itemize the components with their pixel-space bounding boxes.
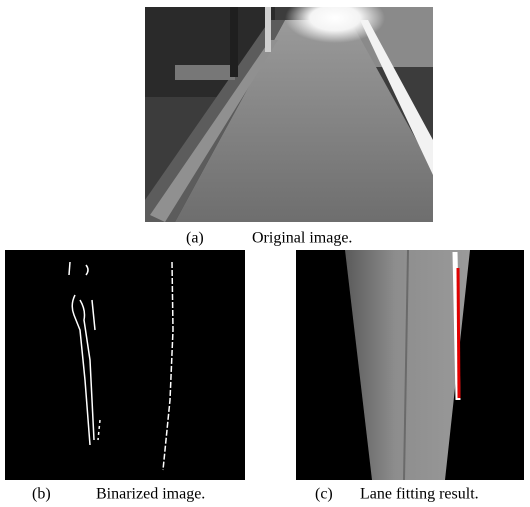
figure-caption: Original image.: [252, 230, 352, 247]
binarized-image: [5, 250, 245, 480]
lane-fitting-image: [296, 250, 524, 480]
figure-caption: Lane fitting result.: [360, 486, 479, 503]
figure-label: (c): [315, 486, 333, 503]
original-image: [145, 0, 433, 222]
figure-caption: Binarized image.: [96, 486, 205, 503]
figure-label: (b): [32, 486, 51, 503]
figure-label: (a): [186, 230, 204, 247]
figure: (a) Original image. (b) Binarized image.…: [0, 0, 530, 507]
